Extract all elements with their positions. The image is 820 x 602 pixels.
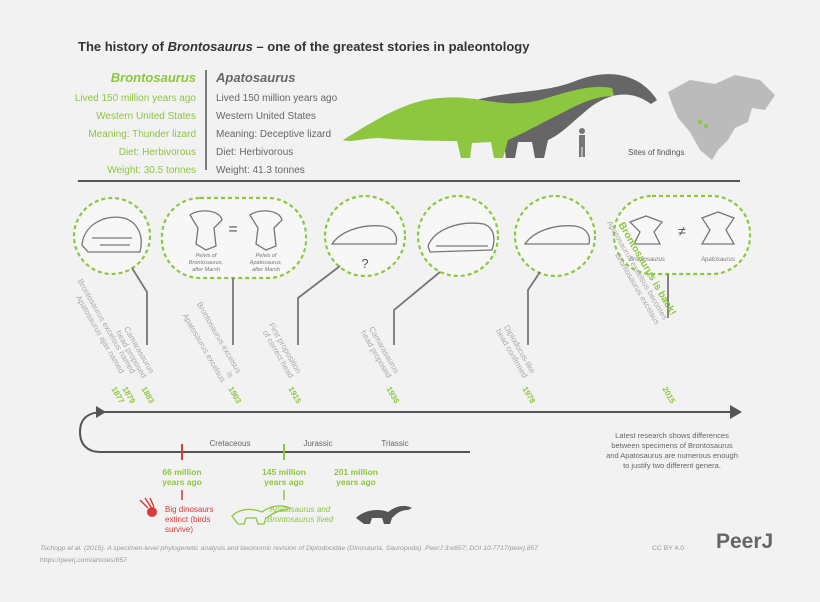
bubble: [513, 194, 597, 278]
profile-fact: Weight: 41.3 tonnes: [216, 165, 305, 176]
map-site: [704, 124, 708, 128]
bubble: [323, 194, 407, 278]
human-scale: [579, 128, 585, 157]
event-text: is: [225, 370, 236, 380]
brontosaurus-silhouette: [343, 86, 614, 158]
profile-fact: Western United States: [216, 111, 316, 122]
research-note: Latest research shows differences: [615, 431, 729, 440]
connector: [393, 271, 441, 345]
profile-fact: Diet: Herbivorous: [119, 147, 196, 158]
vertebra-drawing: [628, 215, 664, 245]
profile-name: Apatosaurus: [215, 70, 295, 85]
arrowhead: [96, 406, 106, 418]
not-equal-sign: ≠: [678, 223, 686, 239]
year: 1915: [286, 385, 303, 405]
year-label: 1978: [520, 385, 537, 405]
age-label: years ago: [162, 477, 202, 487]
caption: Pelvis of: [196, 253, 217, 259]
extinction-note: Big dinosaurs: [165, 505, 213, 514]
map-caption: Sites of findings: [628, 148, 684, 157]
citation: Tschopp et al. (2015). A specimen-level …: [40, 545, 538, 552]
profile-fact: Meaning: Thunder lizard: [88, 129, 196, 140]
title-text: – one of the greatest stories in paleont…: [253, 39, 530, 54]
sauropod-icon: [231, 505, 292, 525]
extinction-note: extinct (birds: [165, 515, 210, 524]
arrowhead: [730, 405, 742, 419]
pelvis-drawing: [189, 210, 223, 251]
connector: [131, 267, 148, 345]
extinction-note: survive): [165, 525, 193, 534]
year: 2015: [660, 385, 677, 405]
bubble: [612, 194, 752, 276]
period-label: Jurassic: [303, 439, 332, 448]
bubble: [160, 196, 308, 280]
age-label: years ago: [336, 477, 376, 487]
research-note: and Apatosaurus are numerous enough: [606, 451, 738, 460]
caption: after Marsh: [192, 267, 220, 273]
research-note: to justify two different genera.: [623, 461, 721, 470]
license: CC BY 4.0: [652, 545, 684, 552]
period-label: Cretaceous: [210, 439, 251, 448]
profile-fact: Diet: Herbivorous: [216, 147, 293, 158]
connector: [297, 265, 341, 345]
profile-fact: Meaning: Deceptive lizard: [216, 129, 331, 140]
profile-fact: Lived 150 million years ago: [216, 93, 338, 104]
age-label: 201 million: [334, 467, 378, 477]
period-label: Triassic: [381, 439, 408, 448]
research-note: between specimens of Brontosaurus: [611, 441, 733, 450]
title-genus: Brontosaurus: [168, 39, 253, 54]
year: 1978: [520, 385, 537, 405]
caption: Brontosaurus,: [189, 260, 223, 266]
profile-name: Brontosaurus: [111, 70, 196, 85]
title-text: The history of: [78, 39, 168, 54]
meteor-icon: [139, 497, 157, 517]
skull-drawing: [523, 225, 591, 245]
vertebra-drawing: [700, 211, 736, 245]
profile-fact: Lived 150 million years ago: [75, 93, 197, 104]
year: 1936: [384, 385, 401, 405]
url[interactable]: https://peerj.com/articles/857: [40, 557, 127, 564]
caption: Pelvis of: [256, 253, 277, 259]
bubble: [72, 196, 152, 276]
skull-drawing: [330, 225, 398, 245]
age-label: 145 million: [262, 467, 306, 477]
map-site: [698, 120, 702, 124]
skull-drawing: [427, 222, 495, 253]
logo: PeerJ: [716, 530, 773, 553]
caption: Apatosaurus: [700, 257, 735, 263]
caption: after Marsh: [252, 267, 280, 273]
bubble: [416, 194, 500, 278]
skull-drawing: [81, 216, 142, 253]
age-label: years ago: [264, 477, 304, 487]
year: 1903: [226, 385, 243, 405]
year-label: 2015: [660, 385, 677, 405]
equals-sign: =: [228, 221, 237, 238]
year-label: 1915: [286, 385, 303, 405]
caption: Apatosaurus,: [249, 260, 282, 266]
age-label: 66 million: [162, 467, 201, 477]
profile-fact: Western United States: [96, 111, 196, 122]
caption: Brontosaurus: [629, 257, 665, 263]
map: [668, 75, 775, 160]
year-label: 1903: [226, 385, 243, 405]
question-mark: ?: [361, 256, 368, 271]
connector: [527, 271, 541, 345]
year-label: 1936: [384, 385, 401, 405]
sauropod-icon: [356, 505, 412, 524]
loop-line: [78, 411, 470, 453]
title: The history of Brontosaurus – one of the…: [78, 39, 530, 54]
lived-note: Apatosaurus and: [269, 505, 331, 514]
year-label: 1883: [139, 385, 156, 405]
pelvis-drawing: [249, 210, 283, 251]
lived-note: Brontosaurus lived: [267, 515, 334, 524]
profile-fact: Weight: 30.5 tonnes: [107, 165, 196, 176]
year: 1883: [139, 385, 156, 405]
